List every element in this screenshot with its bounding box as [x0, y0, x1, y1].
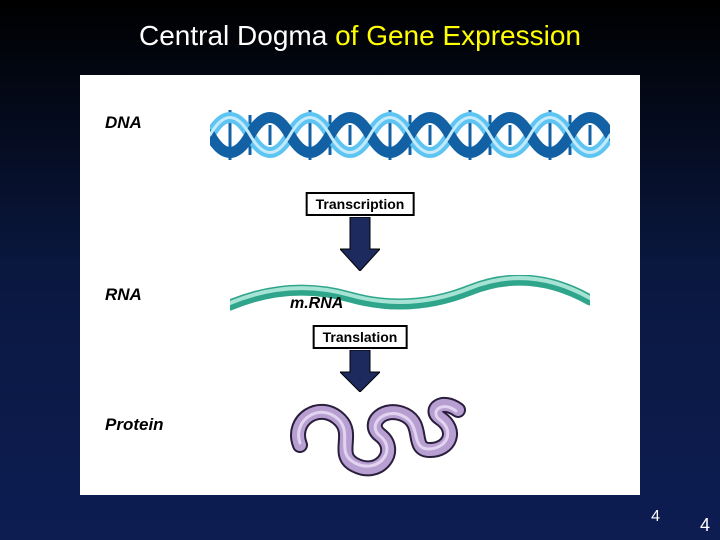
page-number-inner: 4 [651, 508, 660, 526]
dna-helix-graphic [210, 95, 610, 175]
mrna-text-label: m.RNA [290, 295, 343, 313]
title-part-2: of Gene Expression [335, 20, 581, 51]
rna-label: RNA [105, 285, 142, 305]
translation-box: Translation [313, 325, 408, 349]
transcription-arrow [340, 217, 380, 276]
dna-label: DNA [105, 113, 142, 133]
protein-label: Protein [105, 415, 164, 435]
mrna-graphic [230, 275, 590, 315]
title-part-1: Central Dogma [139, 20, 335, 51]
page-number-outer: 4 [700, 515, 710, 536]
slide-title: Central Dogma of Gene Expression [0, 20, 720, 52]
protein-graphic [280, 390, 480, 490]
transcription-box: Transcription [306, 192, 415, 216]
central-dogma-diagram: DNA RNA Protein Transcription m.RNA Tran… [80, 75, 640, 495]
